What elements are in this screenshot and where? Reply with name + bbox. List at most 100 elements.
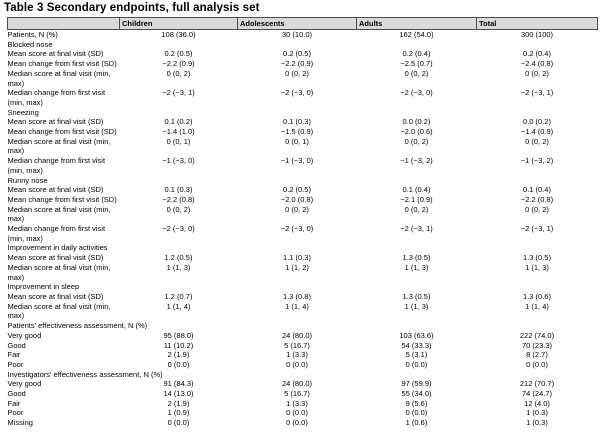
value-cell: 0 (0, 2) <box>285 68 309 78</box>
value-cell: 0 (0, 1) <box>166 136 191 146</box>
value-cell: 97 (59.9) <box>401 379 432 389</box>
row-label: Good <box>7 389 26 399</box>
section-row: Sneezing <box>8 108 598 118</box>
value-cell: 1 (1, 3) <box>525 262 549 272</box>
value-cell: −2.1 (0.9) <box>400 194 433 204</box>
value-cell: 0.1 (0.2) <box>164 117 193 127</box>
value-cell: 1 (0.6) <box>405 418 428 428</box>
table-row: Fair 2 (1.9) 1 (3.3) 5 (3.1) 8 (2.7) <box>8 350 598 360</box>
value-cell: 1.2 (0.7) <box>164 291 193 301</box>
value-cell: 0 (0.0) <box>405 359 428 369</box>
section-label: Patients' effectiveness assessment, N (%… <box>7 321 148 331</box>
row-label: Patients, N (%) <box>7 30 58 39</box>
value-cell: 1 (0.3) <box>526 408 548 418</box>
value-cell: 0.1 (0.4) <box>402 185 431 195</box>
value-cell: 1.3 (0.8) <box>283 291 311 301</box>
value-cell: 300 (100) <box>520 30 554 39</box>
row-label-column-header <box>7 17 120 30</box>
value-cell: 2 (1.9) <box>167 398 190 408</box>
value-cell: 95 (88.0) <box>163 330 194 340</box>
value-cell: 1 (0.3) <box>526 418 548 428</box>
value-cell: 9 (5.6) <box>405 398 428 408</box>
value-cell: 1 (0.9) <box>167 408 190 418</box>
value-cell: 0 (0, 2) <box>404 136 429 146</box>
row-label: Median score at final visit (min, max) <box>7 68 111 88</box>
value-cell: 8 (2.7) <box>526 350 548 360</box>
secondary-endpoints-table: Children Adolescents Adults Total Patien… <box>7 17 598 428</box>
value-cell: 2 (1.9) <box>167 350 190 360</box>
value-cell: 74 (24.7) <box>521 389 553 399</box>
value-cell: −1 (−3, 0) <box>162 156 195 166</box>
value-cell: −2.5 (0.7) <box>400 59 433 69</box>
section-label: Improvement in daily activities <box>7 243 108 253</box>
value-cell: 70 (23.3) <box>521 340 553 350</box>
header-row: Children Adolescents Adults Total <box>7 17 598 30</box>
value-cell: −1.4 (0.9) <box>520 127 554 137</box>
section-row: Patients' effectiveness assessment, N (%… <box>8 321 598 331</box>
value-cell: 1 (1, 2) <box>285 262 309 272</box>
value-cell: 0.1 (0.4) <box>523 185 551 195</box>
value-cell: 1 (3.3) <box>286 350 308 360</box>
value-cell: −2 (−3, 0) <box>400 88 433 98</box>
value-cell: 0 (0, 2) <box>285 204 309 214</box>
value-cell: 0 (0, 2) <box>525 204 549 214</box>
value-cell: −2 (−3, 1) <box>520 224 554 234</box>
value-cell: 55 (34.0) <box>401 389 432 399</box>
table-row: Median score at final visit (min, max) 1 … <box>8 263 598 282</box>
section-label: Sneezing <box>7 107 39 117</box>
value-cell: −1 (−3, 0) <box>280 156 314 166</box>
value-cell: −1.5 (0.9) <box>280 127 314 137</box>
table-row: Mean score at final visit (SD) 1.2 (0.5) 1… <box>8 253 598 263</box>
table-row: Patients, N (%) 108 (36.0) 30 (10.0) 162 (5… <box>8 30 598 40</box>
value-cell: 0.2 (0.5) <box>283 49 311 59</box>
value-cell: 0.0 (0.2) <box>523 117 551 127</box>
value-cell: 5 (16.7) <box>284 340 310 350</box>
section-row: Blocked nose <box>8 40 598 50</box>
section-label: Investigators' effectiveness assessment,… <box>7 369 163 379</box>
value-cell: 0.2 (0.4) <box>523 49 551 59</box>
value-cell: 1 (1, 4) <box>285 301 309 311</box>
table-row: Median score at final visit (min, max) 1 … <box>8 302 598 321</box>
value-cell: −2 (−3, 0) <box>280 224 314 234</box>
column-header-total: Total <box>476 17 598 30</box>
value-cell: 1 (1, 4) <box>166 301 191 311</box>
value-cell: 1.2 (0.5) <box>164 253 193 263</box>
row-label: Missing <box>7 418 33 428</box>
row-label: Good <box>7 340 26 350</box>
column-header-adolescents: Adolescents <box>237 17 357 30</box>
table-row: Mean change from first visit (SD) −2.2 (0… <box>8 195 598 205</box>
value-cell: 0.1 (0.3) <box>164 185 193 195</box>
table-row: Median score at final visit (min, max) 0 … <box>8 137 598 156</box>
table-row: Mean score at final visit (SD) 0.1 (0.2) 0… <box>8 117 598 127</box>
value-cell: 1 (1, 3) <box>166 262 191 272</box>
value-cell: 0 (0, 1) <box>285 136 309 146</box>
value-cell: −2 (−3, 0) <box>162 224 195 234</box>
row-label: Median score at final visit (min, max) <box>7 204 111 224</box>
table-row: Missing 0 (0.0) 0 (0.0) 1 (0.6) 1 (0.3) <box>8 418 598 428</box>
table-row: Median score at final visit (min, max) 0 … <box>8 205 598 224</box>
value-cell: 1 (3.3) <box>286 398 308 408</box>
table-row: Median change from first visit (min, max… <box>8 224 598 243</box>
section-row: Investigators' effectiveness assessment,… <box>8 370 598 380</box>
value-cell: 30 (10.0) <box>281 30 313 39</box>
table-row: Very good 91 (84.3) 24 (80.0) 97 (59.9) 212 … <box>8 379 598 389</box>
value-cell: 0 (0, 2) <box>166 68 191 78</box>
row-label: Mean change from first visit (SD) <box>7 59 117 69</box>
value-cell: 0.2 (0.5) <box>164 49 193 59</box>
row-label: Median score at final visit (min, max) <box>7 136 111 156</box>
value-cell: 1.3 (0.5) <box>402 291 431 301</box>
column-header-adults: Adults <box>356 17 477 30</box>
table-row: Median change from first visit (min, max… <box>8 88 598 107</box>
value-cell: −1.4 (1.0) <box>162 127 195 137</box>
value-cell: 12 (4.0) <box>524 398 550 408</box>
value-cell: 1.1 (0.3) <box>283 253 311 263</box>
row-label: Fair <box>7 350 21 360</box>
table-title: Table 3 Secondary endpoints, full analys… <box>4 2 260 14</box>
table-header: Children Adolescents Adults Total <box>7 17 598 30</box>
value-cell: 0 (0, 2) <box>404 204 429 214</box>
row-label: Poor <box>7 408 24 418</box>
value-cell: 0.2 (0.4) <box>402 49 431 59</box>
table-row: Median change from first visit (min, max… <box>8 156 598 175</box>
table-row: Mean change from first visit (SD) −2.2 (0… <box>8 59 598 69</box>
value-cell: 0 (0.0) <box>167 359 190 369</box>
